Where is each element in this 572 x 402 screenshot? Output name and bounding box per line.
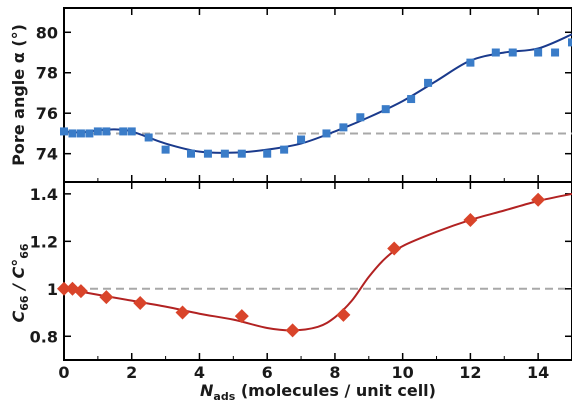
bottom-y-axis-label: C66 / C°66	[9, 243, 31, 322]
data-point-top	[119, 127, 127, 135]
y-tick-label-bottom: 1.2	[30, 232, 58, 251]
bottom-y-axis-label-sep: / C°	[9, 259, 28, 296]
x-tick-labels: 0 2 4 6 8 10 12 14	[58, 363, 549, 382]
y-tick-label-top: 74	[36, 145, 58, 164]
data-point-top	[68, 129, 76, 137]
data-point-top	[94, 127, 102, 135]
data-point-top	[424, 79, 432, 87]
bottom-y-axis-label-sub: 66	[18, 295, 31, 311]
data-point-top	[162, 146, 170, 154]
x-axis-label: Nads (molecules / unit cell)	[200, 381, 436, 402]
data-point-top	[568, 38, 572, 46]
bottom-y-axis-label-main: C	[9, 311, 28, 323]
x-tick-label: 6	[262, 363, 273, 382]
bottom-y-axis-label-sub2: 66	[18, 243, 31, 259]
data-point-top	[551, 49, 559, 57]
data-point-top	[534, 49, 542, 57]
y-tick-label-top: 80	[36, 23, 58, 42]
x-axis-label-sub: ads	[213, 390, 235, 402]
data-point-bottom	[336, 308, 350, 322]
bottom-panel: 0.8 1 1.2 1.4	[30, 182, 572, 360]
data-point-top	[280, 146, 288, 154]
data-point-top	[77, 129, 85, 137]
data-point-top	[85, 129, 93, 137]
x-tick-label: 8	[329, 363, 340, 382]
data-point-top	[356, 113, 364, 121]
data-point-top	[128, 127, 136, 135]
data-point-bottom	[387, 241, 401, 255]
plot-frame-bottom	[64, 182, 572, 360]
data-point-top	[221, 150, 229, 158]
plot-frame-top	[64, 8, 572, 182]
data-point-top	[509, 49, 517, 57]
x-tick-label: 12	[459, 363, 481, 382]
x-axis-label-rest: (molecules / unit cell)	[235, 381, 436, 400]
y-tick-label-bottom: 1	[47, 280, 58, 299]
data-point-top	[466, 59, 474, 67]
x-tick-label: 14	[527, 363, 549, 382]
data-point-top	[102, 127, 110, 135]
y-tick-label-top: 76	[36, 104, 58, 123]
top-panel: 74 76 78 80	[36, 8, 572, 182]
data-point-top	[238, 150, 246, 158]
y-tick-label-bottom: 0.8	[30, 327, 58, 346]
top-y-axis-label: Pore angle α (°)	[9, 24, 28, 166]
data-point-top	[492, 49, 500, 57]
x-tick-label: 4	[194, 363, 205, 382]
data-point-top	[145, 133, 153, 141]
x-tick-label: 10	[392, 363, 414, 382]
data-point-top	[60, 127, 68, 135]
data-point-top	[187, 150, 195, 158]
data-point-top	[382, 105, 390, 113]
data-point-bottom	[176, 306, 190, 320]
data-point-top	[339, 123, 347, 131]
y-tick-label-bottom: 1.4	[30, 185, 58, 204]
data-point-top	[263, 150, 271, 158]
data-point-bottom	[531, 193, 545, 207]
data-point-bottom	[133, 296, 147, 310]
data-point-bottom	[286, 323, 300, 337]
data-point-top	[407, 95, 415, 103]
y-tick-label-top: 78	[36, 64, 58, 83]
data-point-bottom	[463, 213, 477, 227]
x-tick-label: 0	[58, 363, 69, 382]
x-axis-label-main: N	[200, 381, 214, 400]
data-point-bottom	[99, 290, 113, 304]
data-point-top	[204, 150, 212, 158]
data-point-top	[297, 136, 305, 144]
x-tick-label: 2	[126, 363, 137, 382]
data-point-top	[322, 129, 330, 137]
